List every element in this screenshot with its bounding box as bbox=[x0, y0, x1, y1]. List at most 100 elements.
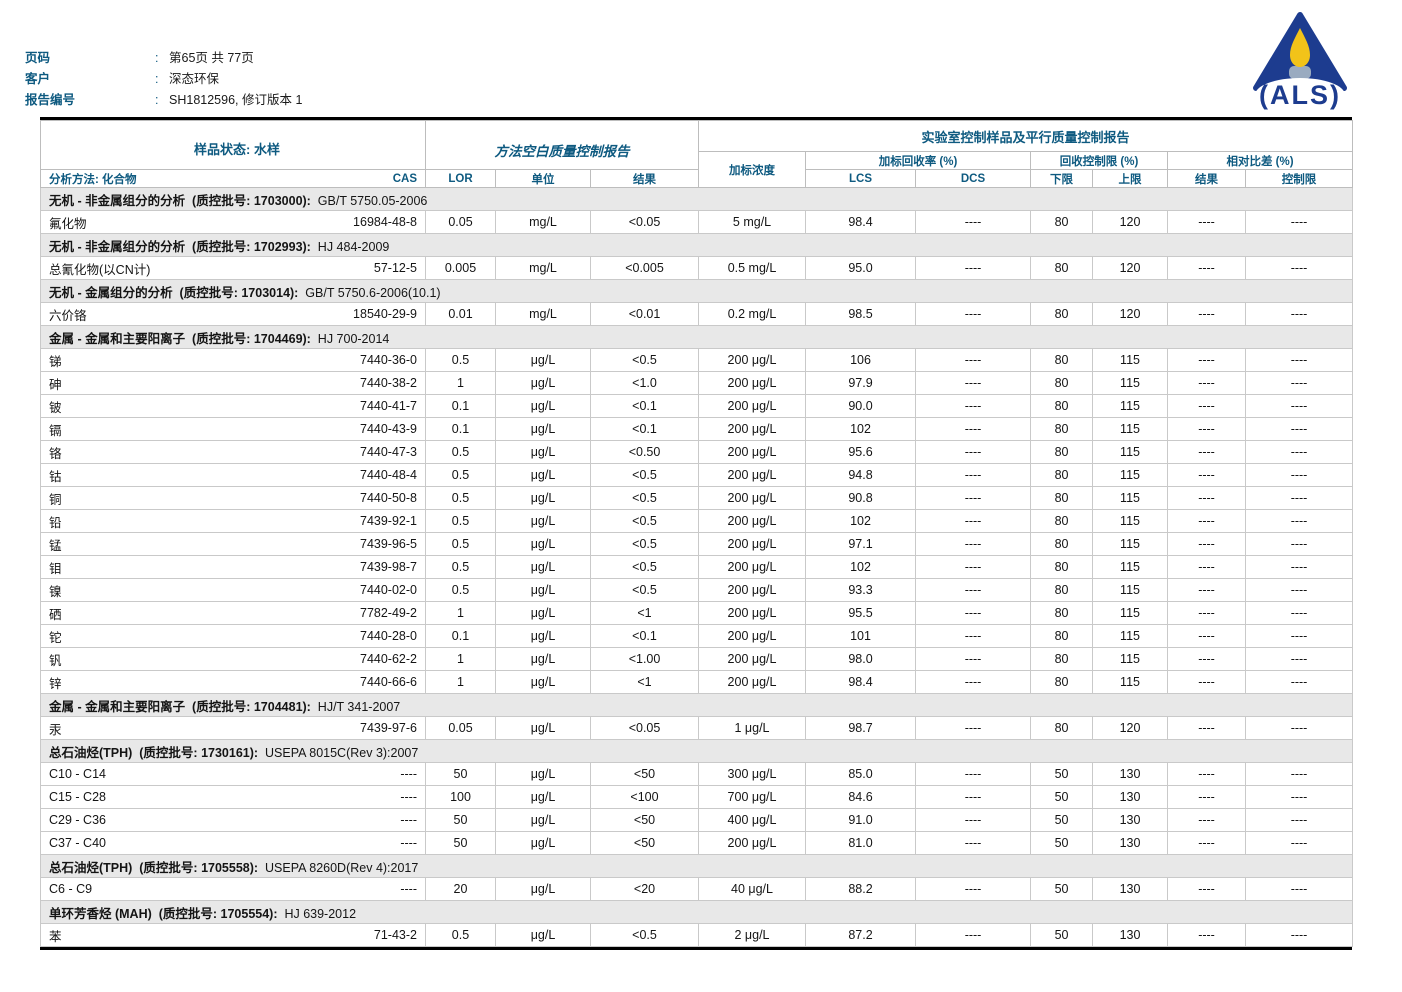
lcs-value: 90.0 bbox=[805, 394, 917, 418]
compound-name: 镉 bbox=[49, 423, 62, 438]
spike-conc-value: 1 μg/L bbox=[698, 716, 807, 740]
compound-cell: 铍 7440-41-7 bbox=[40, 394, 426, 418]
lor-header: LOR bbox=[425, 169, 496, 188]
result-value: <50 bbox=[589, 762, 700, 786]
table-row: 铍 7440-41-7 0.1 μg/L <0.1 200 μg/L 90.0 ---- 80 1… bbox=[40, 394, 1354, 418]
compound-cell: 锌 7440-66-6 bbox=[40, 670, 426, 694]
dcs-value: ---- bbox=[915, 417, 1032, 441]
dcs-value: ---- bbox=[915, 532, 1032, 556]
compound-cell: 铜 7440-50-8 bbox=[40, 486, 426, 510]
rpd-limit-value: ---- bbox=[1245, 486, 1354, 510]
dcs-value: ---- bbox=[915, 578, 1032, 602]
colon: : bbox=[155, 93, 159, 107]
lor-value: 0.05 bbox=[425, 210, 496, 234]
compound-cell: 镉 7440-43-9 bbox=[40, 417, 426, 441]
rpd-result-value: ---- bbox=[1167, 624, 1247, 648]
compound-name: 锑 bbox=[49, 354, 62, 369]
spike-conc-value: 400 μg/L bbox=[698, 808, 807, 832]
lower-limit-value: 80 bbox=[1030, 463, 1094, 487]
qc-table-wrapper: 样品状态: 水样 方法空白质量控制报告 实验室控制样品及平行质量控制报告 加标浓… bbox=[39, 117, 1354, 950]
compound-cell: C29 - C36 ---- bbox=[40, 808, 426, 832]
report-number-label: 报告编号 bbox=[25, 93, 76, 107]
lcs-header: LCS bbox=[805, 169, 917, 188]
dcs-value: ---- bbox=[915, 624, 1032, 648]
lor-value: 50 bbox=[425, 831, 496, 855]
result-value: <1 bbox=[589, 670, 700, 694]
lcs-value: 106 bbox=[805, 348, 917, 372]
lower-limit-value: 80 bbox=[1030, 371, 1094, 395]
cas-number: ---- bbox=[400, 836, 417, 850]
lcs-value: 94.8 bbox=[805, 463, 917, 487]
unit-value: μg/L bbox=[495, 555, 591, 579]
spike-conc-value: 200 μg/L bbox=[698, 601, 807, 625]
compound-cell: 钴 7440-48-4 bbox=[40, 463, 426, 487]
section-title-cell: 金属 - 金属和主要阳离子 (质控批号: 1704481): HJ/T 341-… bbox=[39, 693, 1354, 717]
lower-limit-value: 80 bbox=[1030, 417, 1094, 441]
lower-limit-value: 50 bbox=[1030, 785, 1094, 809]
table-row: 铊 7440-28-0 0.1 μg/L <0.1 200 μg/L 101 ---- 80 11… bbox=[40, 624, 1354, 648]
lower-limit-value: 80 bbox=[1030, 624, 1094, 648]
spike-conc-value: 200 μg/L bbox=[698, 417, 807, 441]
lor-value: 0.5 bbox=[425, 509, 496, 533]
unit-value: μg/L bbox=[495, 762, 591, 786]
upper-limit-value: 130 bbox=[1092, 808, 1169, 832]
section-method: GB/T 5750.6-2006(10.1) bbox=[298, 285, 441, 300]
dcs-value: ---- bbox=[915, 762, 1032, 786]
dcs-value: ---- bbox=[915, 302, 1032, 326]
lower-limit-value: 80 bbox=[1030, 509, 1094, 533]
unit-value: μg/L bbox=[495, 785, 591, 809]
colon: : bbox=[155, 72, 159, 86]
lor-value: 50 bbox=[425, 808, 496, 832]
lor-value: 0.5 bbox=[425, 463, 496, 487]
unit-value: μg/L bbox=[495, 716, 591, 740]
compound-name: 铜 bbox=[49, 492, 62, 507]
upper-limit-value: 120 bbox=[1092, 210, 1169, 234]
table-row: 铅 7439-92-1 0.5 μg/L <0.5 200 μg/L 102 ---- 80 11… bbox=[40, 509, 1354, 533]
dcs-value: ---- bbox=[915, 256, 1032, 280]
compound-cell: 钼 7439-98-7 bbox=[40, 555, 426, 579]
table-row: 镍 7440-02-0 0.5 μg/L <0.5 200 μg/L 93.3 ---- 80 1… bbox=[40, 578, 1354, 602]
rpd-result-value: ---- bbox=[1167, 647, 1247, 671]
dcs-value: ---- bbox=[915, 808, 1032, 832]
dcs-value: ---- bbox=[915, 670, 1032, 694]
rpd-limit-value: ---- bbox=[1245, 647, 1354, 671]
rpd-limit-value: ---- bbox=[1245, 463, 1354, 487]
spike-conc-value: 200 μg/L bbox=[698, 647, 807, 671]
upper-limit-value: 115 bbox=[1092, 486, 1169, 510]
unit-value: μg/L bbox=[495, 831, 591, 855]
recovery-limits-header: 回收控制限 (%) bbox=[1030, 151, 1169, 170]
dcs-value: ---- bbox=[915, 463, 1032, 487]
cas-number: 7439-92-1 bbox=[360, 514, 417, 528]
unit-value: mg/L bbox=[495, 302, 591, 326]
unit-value: μg/L bbox=[495, 463, 591, 487]
cas-header: CAS bbox=[392, 172, 417, 185]
rpd-result-value: ---- bbox=[1167, 923, 1247, 947]
compound-cell: 氟化物 16984-48-8 bbox=[40, 210, 426, 234]
section-title: 单环芳香烃 (MAH) (质控批号: 1705554): bbox=[49, 906, 278, 921]
lower-limit-value: 80 bbox=[1030, 440, 1094, 464]
lcs-value: 93.3 bbox=[805, 578, 917, 602]
section-title-cell: 总石油烃(TPH) (质控批号: 1705558): USEPA 8260D(R… bbox=[39, 854, 1354, 878]
cas-number: 7440-47-3 bbox=[360, 445, 417, 459]
compound-name: 六价铬 bbox=[49, 308, 87, 323]
dcs-value: ---- bbox=[915, 716, 1032, 740]
rpd-limit-value: ---- bbox=[1245, 256, 1354, 280]
section-title-cell: 金属 - 金属和主要阳离子 (质控批号: 1704469): HJ 700-20… bbox=[39, 325, 1354, 349]
page-number-value: 第65页 共 77页 bbox=[169, 51, 254, 65]
section-title: 总石油烃(TPH) (质控批号: 1705558): bbox=[49, 860, 259, 875]
rpd-result-value: ---- bbox=[1167, 808, 1247, 832]
table-row: 铬 7440-47-3 0.5 μg/L <0.50 200 μg/L 95.6 ---- 80… bbox=[40, 440, 1354, 464]
rpd-result-value: ---- bbox=[1167, 417, 1247, 441]
table-row: 氟化物 16984-48-8 0.05 mg/L <0.05 5 mg/L 98.4 ----… bbox=[40, 210, 1354, 234]
lor-value: 0.5 bbox=[425, 486, 496, 510]
unit-value: μg/L bbox=[495, 877, 591, 901]
upper-limit-value: 115 bbox=[1092, 394, 1169, 418]
compound-name: 钴 bbox=[49, 469, 62, 484]
section-title: 总石油烃(TPH) (质控批号: 1730161): bbox=[49, 745, 259, 760]
colon: : bbox=[155, 51, 159, 65]
result-header: 结果 bbox=[589, 169, 700, 188]
section-title-cell: 总石油烃(TPH) (质控批号: 1730161): USEPA 8015C(R… bbox=[39, 739, 1354, 763]
lcs-value: 101 bbox=[805, 624, 917, 648]
rpd-limit-value: ---- bbox=[1245, 532, 1354, 556]
lor-value: 0.05 bbox=[425, 716, 496, 740]
